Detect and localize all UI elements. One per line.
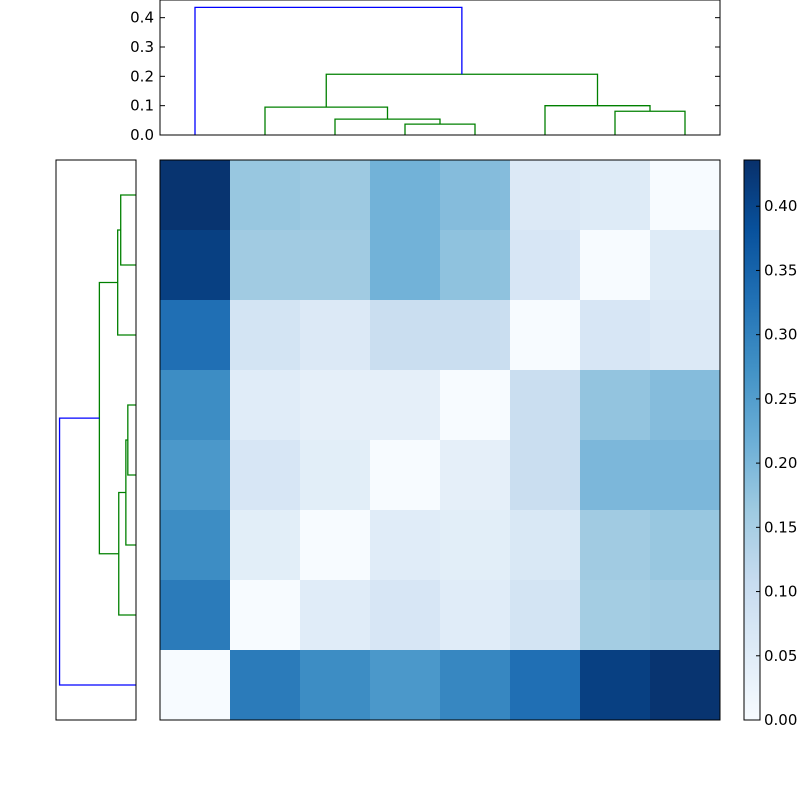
heatmap-cell xyxy=(440,230,511,301)
heatmap-cell xyxy=(510,160,581,231)
left-dendrogram-link xyxy=(58,417,136,686)
heatmap-cell xyxy=(300,160,371,231)
heatmap-cell xyxy=(650,300,721,371)
y-tick-label: 0.0 xyxy=(130,126,154,144)
heatmap-cell xyxy=(440,160,511,231)
heatmap-cell xyxy=(230,510,301,581)
heatmap-cell xyxy=(160,580,231,651)
heatmap-cell xyxy=(370,510,441,581)
heatmap-cell xyxy=(160,370,231,441)
heatmap-cell xyxy=(580,580,651,651)
heatmap-cell xyxy=(580,160,651,231)
heatmap-cell xyxy=(230,370,301,441)
left-dendrogram-link xyxy=(127,404,136,476)
heatmap-cell xyxy=(510,650,581,721)
heatmap-cell xyxy=(230,580,301,651)
heatmap-cell xyxy=(300,510,371,581)
top-dendrogram-link xyxy=(544,105,651,135)
heatmap-cell xyxy=(580,230,651,301)
heatmap-cell xyxy=(650,160,721,231)
colorbar-tick-label: 0.20 xyxy=(764,454,797,472)
heatmap-cell xyxy=(580,510,651,581)
colorbar: 0.00 0.05 0.10 0.15 0.20 0.25 0.30 0.35 0.40 xyxy=(743,159,797,729)
heatmap-cell xyxy=(230,440,301,511)
heatmap-cell xyxy=(230,160,301,231)
y-tick-label: 0.4 xyxy=(130,9,154,27)
heatmap-cell xyxy=(300,300,371,371)
left-dendrogram xyxy=(55,159,137,721)
left-dendrogram-frame xyxy=(55,159,137,721)
heatmap-cell xyxy=(650,230,721,301)
heatmap-frame xyxy=(159,159,721,721)
top-dendrogram-link xyxy=(194,6,463,135)
heatmap-cell xyxy=(230,300,301,371)
y-tick-label: 0.2 xyxy=(130,67,154,85)
heatmap-cell xyxy=(370,300,441,371)
heatmap-cell xyxy=(510,510,581,581)
heatmap-cell xyxy=(160,160,231,231)
top-dendrogram-link xyxy=(614,110,686,135)
colorbar-tick-label: 0.10 xyxy=(764,583,797,601)
heatmap-cell xyxy=(370,160,441,231)
heatmap-cell xyxy=(650,580,721,651)
heatmap-cell xyxy=(510,440,581,511)
y-tick-label: 0.1 xyxy=(130,97,154,115)
top-dendrogram-link xyxy=(325,73,599,108)
heatmap-cell xyxy=(440,440,511,511)
heatmap-cell xyxy=(300,580,371,651)
heatmap-cell xyxy=(160,510,231,581)
heatmap-cell xyxy=(300,370,371,441)
colorbar-tick-label: 0.00 xyxy=(764,711,797,729)
top-dendrogram-link xyxy=(404,123,476,135)
heatmap-cell xyxy=(440,300,511,371)
y-tick-label: 0.3 xyxy=(130,38,154,56)
heatmap-cell xyxy=(300,650,371,721)
heatmap-cell xyxy=(370,650,441,721)
left-dendrogram-link xyxy=(120,194,136,266)
heatmap-cell xyxy=(160,230,231,301)
heatmap-cell xyxy=(510,580,581,651)
heatmap-cell xyxy=(580,370,651,441)
heatmap-cell xyxy=(580,650,651,721)
heatmap-cell xyxy=(440,510,511,581)
heatmap xyxy=(159,159,721,721)
heatmap-cell xyxy=(650,440,721,511)
colorbar-tick-label: 0.40 xyxy=(764,197,797,215)
heatmap-cell xyxy=(650,370,721,441)
heatmap-cell xyxy=(440,580,511,651)
heatmap-cell xyxy=(440,370,511,441)
heatmap-cell xyxy=(370,440,441,511)
heatmap-cell xyxy=(300,440,371,511)
heatmap-cell xyxy=(580,440,651,511)
heatmap-cell xyxy=(230,230,301,301)
left-dendrogram-link xyxy=(118,491,136,616)
top-dendrogram: 0.0 0.1 0.2 0.3 0.4 xyxy=(130,0,721,144)
heatmap-cell xyxy=(230,650,301,721)
heatmap-cell xyxy=(160,300,231,371)
heatmap-cell xyxy=(160,440,231,511)
colorbar-gradient xyxy=(743,159,761,721)
colorbar-tick-label: 0.25 xyxy=(764,390,797,408)
heatmap-cell xyxy=(580,300,651,371)
heatmap-cell xyxy=(370,370,441,441)
heatmap-cell xyxy=(510,370,581,441)
colorbar-tick-label: 0.35 xyxy=(764,261,797,279)
top-dendrogram-link xyxy=(264,106,389,135)
heatmap-cell xyxy=(650,650,721,721)
heatmap-cell xyxy=(300,230,371,301)
heatmap-cell xyxy=(510,300,581,371)
top-dendrogram-frame xyxy=(159,0,721,136)
colorbar-tick-label: 0.30 xyxy=(764,326,797,344)
heatmap-cell xyxy=(650,510,721,581)
colorbar-tick-label: 0.05 xyxy=(764,647,797,665)
heatmap-cell xyxy=(510,230,581,301)
heatmap-cell xyxy=(370,580,441,651)
heatmap-cell xyxy=(440,650,511,721)
left-dendrogram-link xyxy=(98,281,119,555)
heatmap-cell xyxy=(160,650,231,721)
top-dendrogram-link xyxy=(334,118,441,135)
colorbar-tick-label: 0.15 xyxy=(764,518,797,536)
heatmap-cell xyxy=(370,230,441,301)
